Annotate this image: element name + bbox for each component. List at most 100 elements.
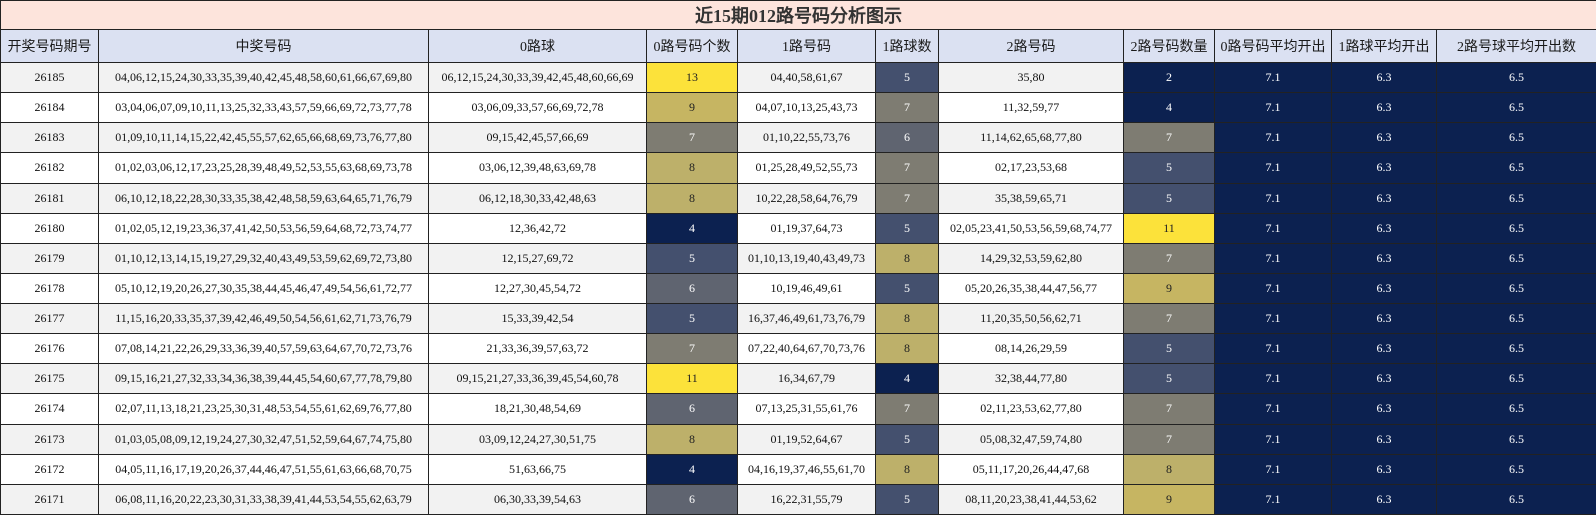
route0-average-cell[interactable]: 7.1 [1214, 333, 1332, 365]
winning-numbers-cell[interactable]: 07,08,14,21,22,26,29,33,36,39,40,57,59,6… [98, 333, 429, 365]
period-cell[interactable]: 26173 [0, 423, 99, 455]
route1-average-cell[interactable]: 6.3 [1331, 483, 1437, 515]
route0-count-cell[interactable]: 6 [646, 483, 738, 515]
route0-average-cell[interactable]: 7.1 [1214, 61, 1332, 94]
route2-average-cell[interactable]: 6.5 [1435, 212, 1596, 244]
route1-numbers-cell[interactable]: 16,37,46,49,61,73,76,79 [737, 302, 876, 335]
route1-average-cell[interactable]: 6.3 [1331, 453, 1437, 485]
header-route1-count[interactable]: 1路球数 [875, 29, 939, 63]
route0-average-cell[interactable]: 7.1 [1214, 242, 1332, 274]
route2-count-cell[interactable]: 9 [1123, 483, 1215, 515]
route1-count-cell[interactable]: 7 [875, 393, 939, 425]
header-route2-count[interactable]: 2路号码数量 [1123, 29, 1215, 63]
route1-count-cell[interactable]: 7 [875, 182, 939, 214]
route0-count-cell[interactable]: 7 [646, 122, 738, 154]
period-cell[interactable]: 26179 [0, 242, 99, 274]
winning-numbers-cell[interactable]: 01,02,03,06,12,17,23,25,28,39,48,49,52,5… [98, 152, 429, 184]
period-cell[interactable]: 26181 [0, 182, 99, 214]
route2-average-cell[interactable]: 6.5 [1435, 333, 1596, 365]
winning-numbers-cell[interactable]: 01,02,05,12,19,23,36,37,41,42,50,53,56,5… [98, 212, 429, 244]
route1-count-cell[interactable]: 5 [875, 483, 939, 515]
route2-numbers-cell[interactable]: 05,20,26,35,38,44,47,56,77 [938, 272, 1124, 305]
route0-count-cell[interactable]: 5 [646, 242, 738, 274]
header-route1-numbers[interactable]: 1路号码 [737, 29, 876, 63]
route0-average-cell[interactable]: 7.1 [1214, 483, 1332, 515]
route0-count-cell[interactable]: 4 [646, 453, 738, 485]
period-cell[interactable]: 26182 [0, 152, 99, 184]
route0-average-cell[interactable]: 7.1 [1214, 92, 1332, 124]
route2-numbers-cell[interactable]: 11,32,59,77 [938, 92, 1124, 124]
route1-numbers-cell[interactable]: 16,22,31,55,79 [737, 483, 876, 515]
route2-count-cell[interactable]: 5 [1123, 363, 1215, 395]
route2-numbers-cell[interactable]: 32,38,44,77,80 [938, 363, 1124, 395]
route0-count-cell[interactable]: 8 [646, 152, 738, 184]
route1-numbers-cell[interactable]: 07,13,25,31,55,61,76 [737, 393, 876, 425]
winning-numbers-cell[interactable]: 04,06,12,15,24,30,33,35,39,40,42,45,48,5… [98, 61, 429, 94]
route1-numbers-cell[interactable]: 01,10,22,55,73,76 [737, 122, 876, 154]
route2-numbers-cell[interactable]: 05,08,32,47,59,74,80 [938, 423, 1124, 455]
route0-count-cell[interactable]: 5 [646, 302, 738, 335]
route1-count-cell[interactable]: 8 [875, 242, 939, 274]
route2-count-cell[interactable]: 11 [1123, 212, 1215, 244]
period-cell[interactable]: 26184 [0, 92, 99, 124]
route0-average-cell[interactable]: 7.1 [1214, 453, 1332, 485]
route1-average-cell[interactable]: 6.3 [1331, 302, 1437, 335]
route1-count-cell[interactable]: 5 [875, 272, 939, 305]
route2-numbers-cell[interactable]: 08,11,20,23,38,41,44,53,62 [938, 483, 1124, 515]
route2-count-cell[interactable]: 2 [1123, 61, 1215, 94]
route0-numbers-cell[interactable]: 06,12,18,30,33,42,48,63 [428, 182, 647, 214]
period-cell[interactable]: 26180 [0, 212, 99, 244]
route0-average-cell[interactable]: 7.1 [1214, 152, 1332, 184]
route1-average-cell[interactable]: 6.3 [1331, 423, 1437, 455]
route1-average-cell[interactable]: 6.3 [1331, 92, 1437, 124]
route1-average-cell[interactable]: 6.3 [1331, 182, 1437, 214]
route1-numbers-cell[interactable]: 01,19,52,64,67 [737, 423, 876, 455]
route1-average-cell[interactable]: 6.3 [1331, 122, 1437, 154]
route2-average-cell[interactable]: 6.5 [1435, 122, 1596, 154]
winning-numbers-cell[interactable]: 02,07,11,13,18,21,23,25,30,31,48,53,54,5… [98, 393, 429, 425]
route2-count-cell[interactable]: 7 [1123, 423, 1215, 455]
route0-numbers-cell[interactable]: 51,63,66,75 [428, 453, 647, 485]
route1-average-cell[interactable]: 6.3 [1331, 61, 1437, 94]
route0-count-cell[interactable]: 6 [646, 393, 738, 425]
route2-count-cell[interactable]: 7 [1123, 242, 1215, 274]
header-period[interactable]: 开奖号码期号 [0, 29, 99, 63]
winning-numbers-cell[interactable]: 01,10,12,13,14,15,19,27,29,32,40,43,49,5… [98, 242, 429, 274]
route1-count-cell[interactable]: 7 [875, 152, 939, 184]
route0-numbers-cell[interactable]: 03,06,09,33,57,66,69,72,78 [428, 92, 647, 124]
period-cell[interactable]: 26178 [0, 272, 99, 305]
route1-numbers-cell[interactable]: 04,07,10,13,25,43,73 [737, 92, 876, 124]
route2-count-cell[interactable]: 4 [1123, 92, 1215, 124]
winning-numbers-cell[interactable]: 05,10,12,19,20,26,27,30,35,38,44,45,46,4… [98, 272, 429, 305]
route1-count-cell[interactable]: 8 [875, 333, 939, 365]
route0-average-cell[interactable]: 7.1 [1214, 393, 1332, 425]
header-route1-average[interactable]: 1路球平均开出 [1331, 29, 1437, 63]
route2-numbers-cell[interactable]: 14,29,32,53,59,62,80 [938, 242, 1124, 274]
route2-average-cell[interactable]: 6.5 [1435, 242, 1596, 274]
winning-numbers-cell[interactable]: 04,05,11,16,17,19,20,26,37,44,46,47,51,5… [98, 453, 429, 485]
route1-numbers-cell[interactable]: 07,22,40,64,67,70,73,76 [737, 333, 876, 365]
route2-numbers-cell[interactable]: 02,11,23,53,62,77,80 [938, 393, 1124, 425]
period-cell[interactable]: 26172 [0, 453, 99, 485]
route2-numbers-cell[interactable]: 08,14,26,29,59 [938, 333, 1124, 365]
route2-numbers-cell[interactable]: 35,80 [938, 61, 1124, 94]
period-cell[interactable]: 26171 [0, 483, 99, 515]
route0-numbers-cell[interactable]: 12,36,42,72 [428, 212, 647, 244]
route1-average-cell[interactable]: 6.3 [1331, 152, 1437, 184]
route0-count-cell[interactable]: 11 [646, 363, 738, 395]
route2-average-cell[interactable]: 6.5 [1435, 92, 1596, 124]
route0-average-cell[interactable]: 7.1 [1214, 122, 1332, 154]
route0-numbers-cell[interactable]: 06,30,33,39,54,63 [428, 483, 647, 515]
header-route0-count[interactable]: 0路号码个数 [646, 29, 738, 63]
route0-numbers-cell[interactable]: 03,06,12,39,48,63,69,78 [428, 152, 647, 184]
route2-count-cell[interactable]: 9 [1123, 272, 1215, 305]
winning-numbers-cell[interactable]: 06,08,11,16,20,22,23,30,31,33,38,39,41,4… [98, 483, 429, 515]
route0-average-cell[interactable]: 7.1 [1214, 363, 1332, 395]
route1-count-cell[interactable]: 8 [875, 453, 939, 485]
route1-numbers-cell[interactable]: 04,16,19,37,46,55,61,70 [737, 453, 876, 485]
route1-numbers-cell[interactable]: 01,10,13,19,40,43,49,73 [737, 242, 876, 274]
route1-count-cell[interactable]: 5 [875, 212, 939, 244]
route1-numbers-cell[interactable]: 16,34,67,79 [737, 363, 876, 395]
period-cell[interactable]: 26174 [0, 393, 99, 425]
header-route0-average[interactable]: 0路号码平均开出 [1214, 29, 1332, 63]
